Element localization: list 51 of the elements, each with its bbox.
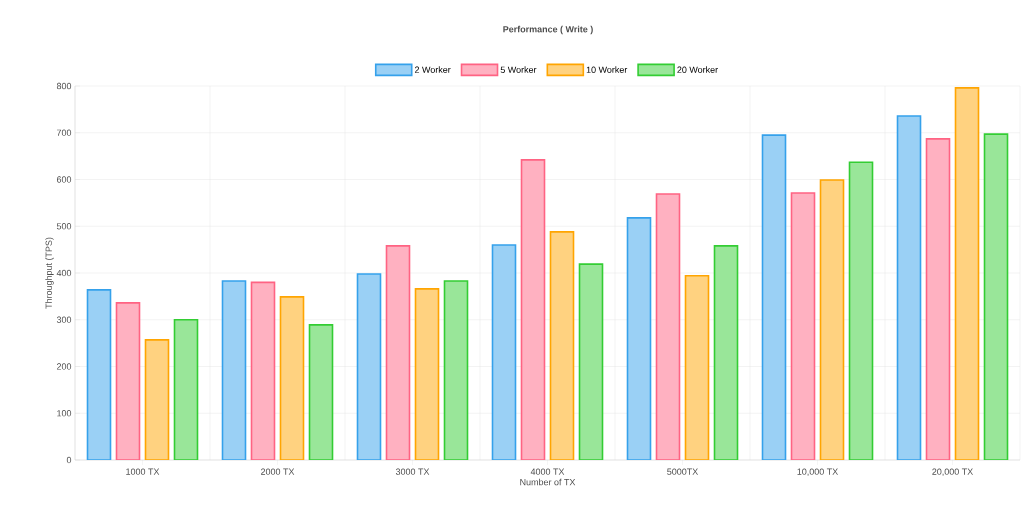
y-tick-label: 300 [56,316,72,323]
legend-label: 10 Worker [586,66,628,73]
bar [250,281,276,460]
y-tick-label: 100 [57,410,72,417]
y-tick-label: 800 [56,82,72,90]
bar [655,193,681,460]
y-tick-label: 600 [56,176,72,183]
x-tick-label: 5000TX [667,468,699,475]
y-tick-label: 700 [56,129,72,136]
bar [221,280,247,460]
y-tick-label: 200 [56,363,72,370]
y-tick-label: 0 [66,456,72,464]
bar [626,217,652,460]
bar [86,289,112,460]
bar [173,318,199,460]
x-tick-label: 20,000 TX [932,468,973,476]
bar [115,302,141,460]
bar [443,280,469,460]
legend-label: 5 Worker [500,66,537,73]
bar [520,159,546,460]
bar [848,161,874,460]
bar [549,231,575,460]
x-tick-label: 2000 TX [261,468,295,475]
bar [761,134,787,460]
x-tick-label: 4000 TX [530,468,565,475]
bar [790,192,816,460]
bar [578,263,604,460]
x-tick-label: 1000 TX [126,468,160,475]
x-tick-label: 3000 TX [395,468,430,475]
bar [713,245,739,460]
bar [308,324,334,460]
bar [954,87,980,460]
y-tick-label: 400 [56,269,72,277]
x-axis-title: Number of TX [520,478,576,486]
bar [684,275,710,460]
x-tick-label: 10,000 TX [797,468,838,476]
bar [279,296,305,460]
legend-label: 20 Worker [677,66,718,73]
y-tick-label: 500 [56,223,72,230]
chart-title: Performance ( Write ) [503,25,593,35]
bar [144,339,170,460]
bar [385,245,411,460]
bar [491,244,517,460]
bar [414,288,440,460]
bar [983,133,1009,460]
y-axis-title: Throughput (TPS) [45,237,54,309]
legend-label: 2 Worker [414,66,451,73]
bar [356,273,382,460]
bar [925,138,951,460]
bar [896,115,922,460]
bar [819,179,845,460]
